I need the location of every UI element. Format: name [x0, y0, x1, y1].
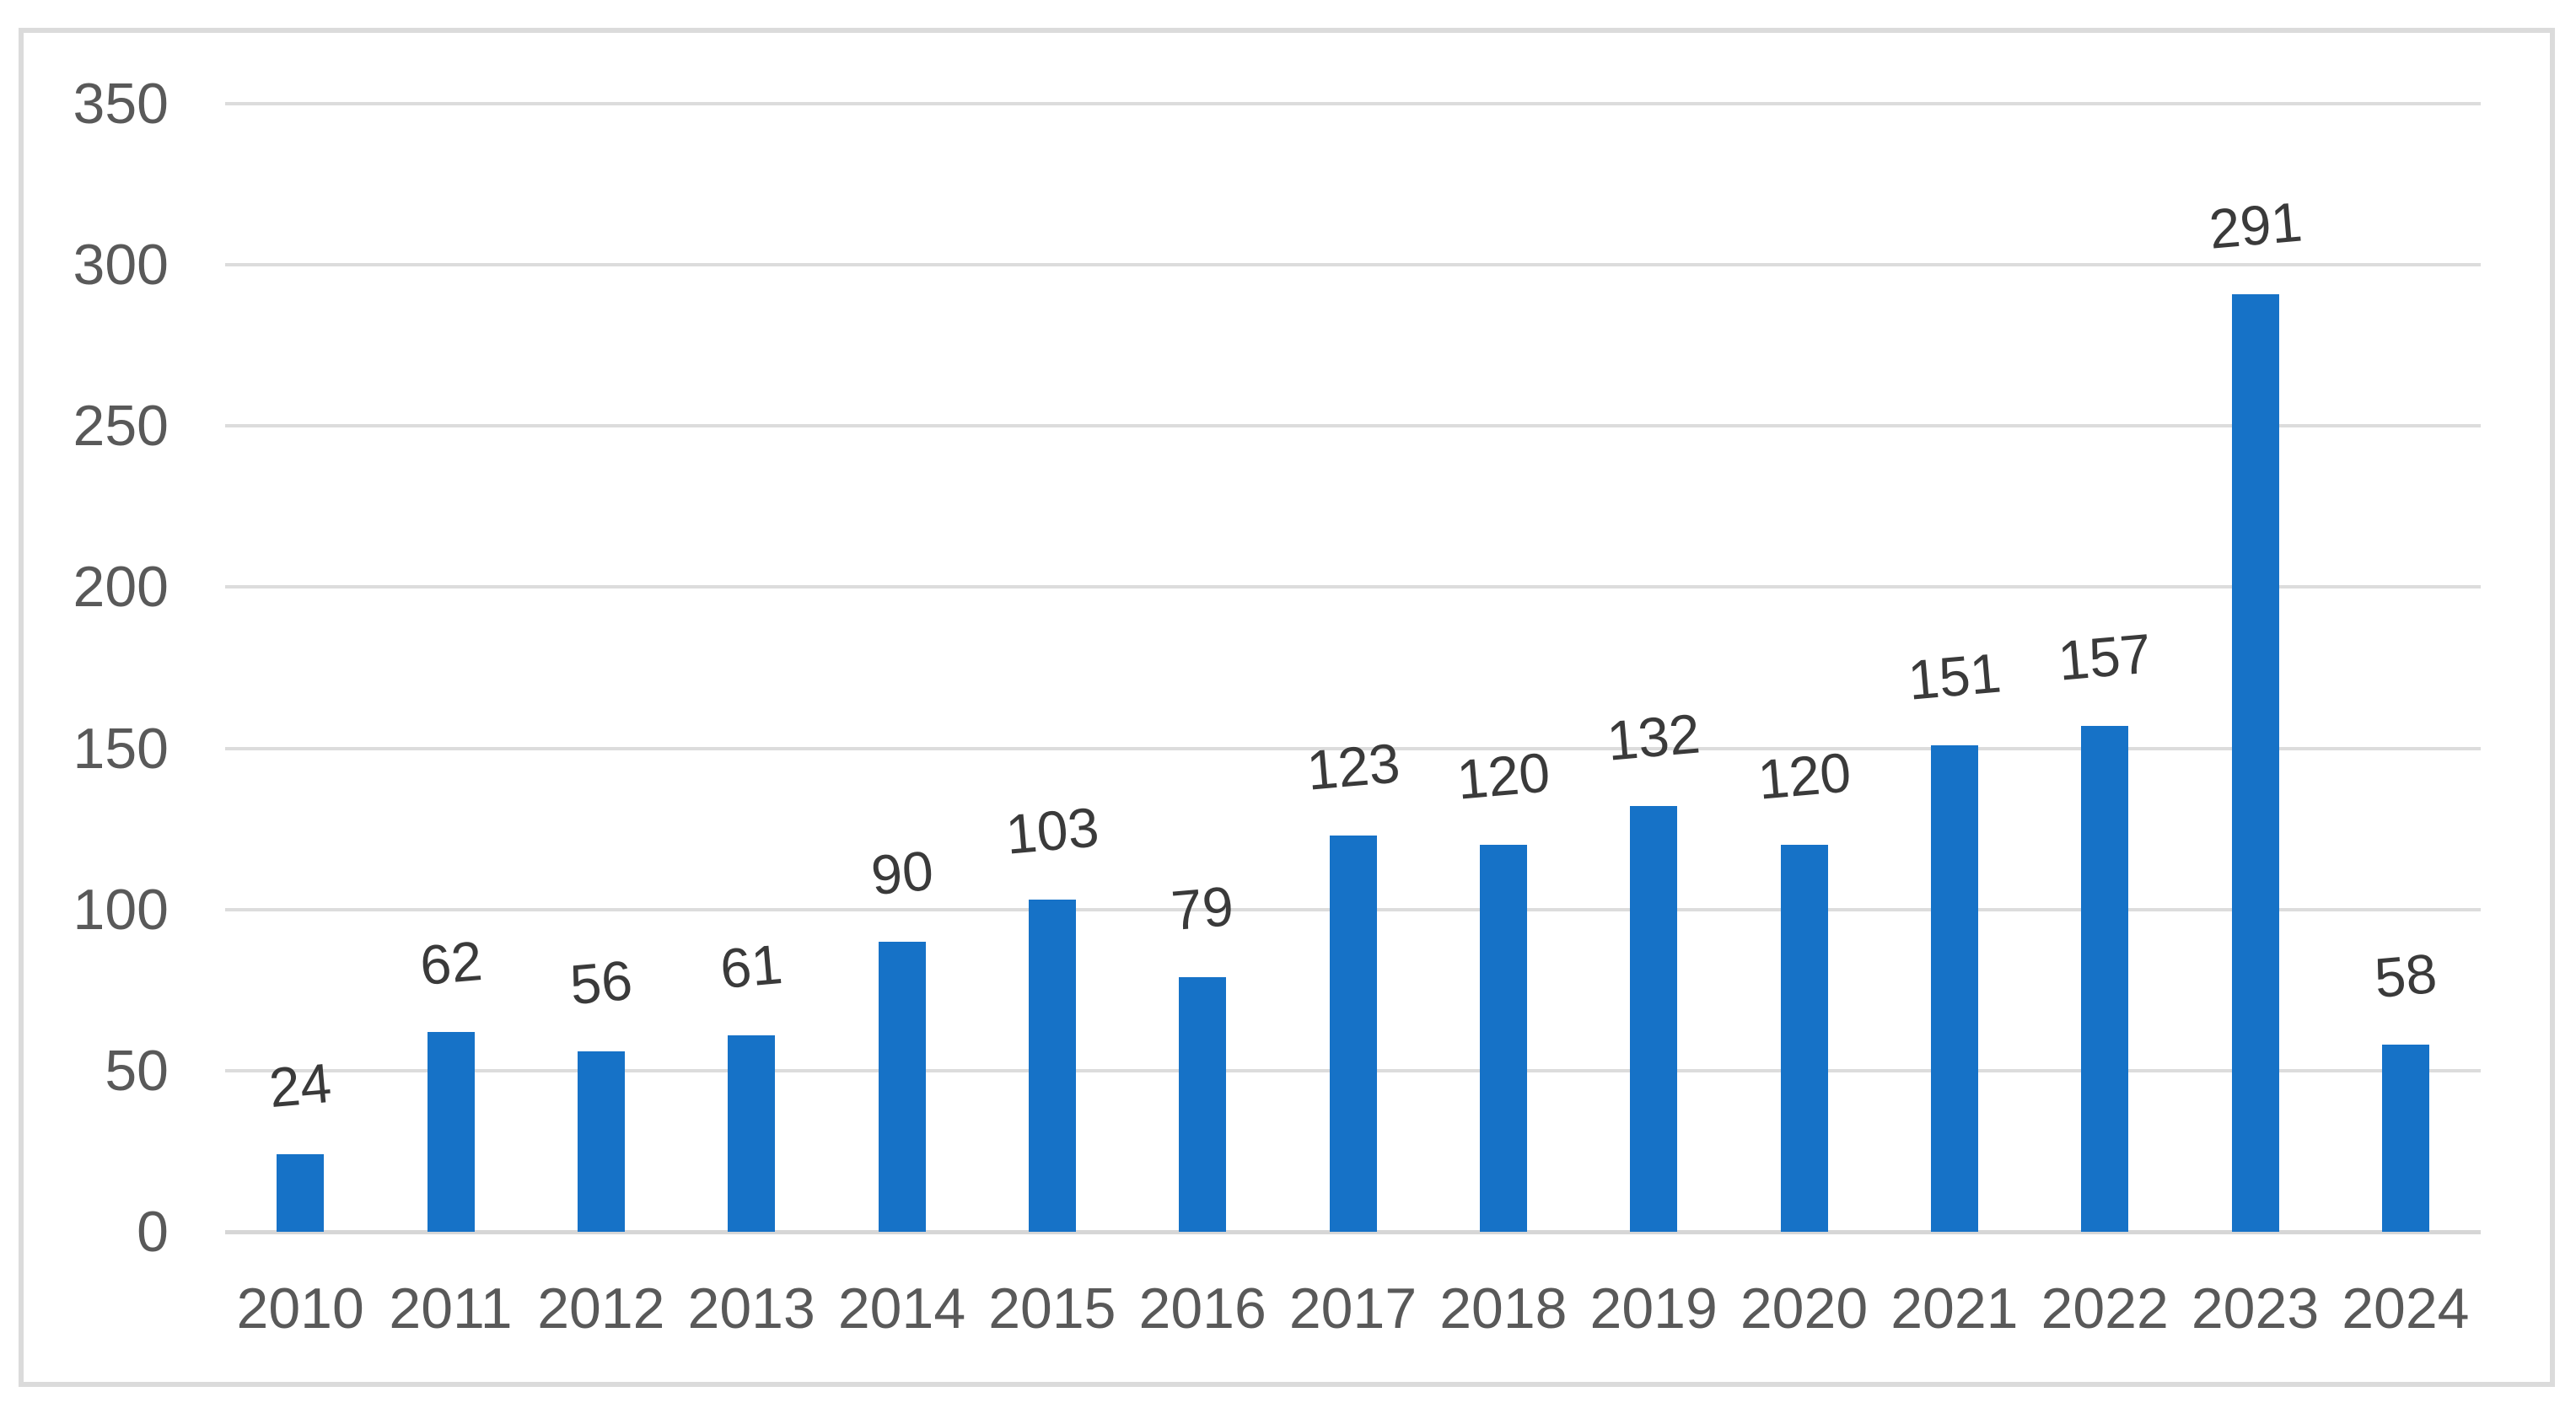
gridline: [225, 102, 2481, 105]
chart-frame: [19, 28, 2555, 1387]
bar-2012: [577, 1051, 625, 1232]
y-axis-tick-label: 50: [105, 1038, 169, 1103]
gridline: [225, 424, 2481, 428]
data-label-2016: 79: [1169, 873, 1236, 943]
x-axis-label-2015: 2015: [988, 1276, 1116, 1341]
x-axis-label-2014: 2014: [837, 1276, 966, 1341]
x-axis-label-2024: 2024: [2342, 1276, 2470, 1341]
x-axis-label-2021: 2021: [1890, 1276, 2019, 1341]
data-label-2015: 103: [1003, 795, 1101, 866]
y-axis-tick-label: 200: [73, 555, 169, 620]
x-axis-label-2016: 2016: [1138, 1276, 1266, 1341]
data-label-2022: 157: [2056, 621, 2154, 692]
bar-2023: [2231, 293, 2279, 1232]
x-axis-label-2013: 2013: [687, 1276, 815, 1341]
y-axis-tick-label: 350: [73, 72, 169, 136]
bar-2013: [728, 1035, 776, 1232]
bar-2010: [277, 1154, 325, 1232]
bar-2020: [1780, 845, 1828, 1232]
gridline: [225, 263, 2481, 267]
bar-2016: [1179, 976, 1227, 1232]
gridline: [225, 585, 2481, 589]
y-axis-tick-label: 0: [137, 1200, 169, 1264]
bar-2022: [2081, 725, 2129, 1232]
data-label-2023: 291: [2206, 189, 2304, 261]
bar-2018: [1479, 845, 1527, 1232]
y-axis-tick-label: 300: [73, 233, 169, 298]
bar-2011: [427, 1031, 475, 1232]
bar-2015: [1028, 900, 1076, 1232]
x-axis-label-2018: 2018: [1439, 1276, 1568, 1341]
x-axis-label-2017: 2017: [1288, 1276, 1417, 1341]
x-axis-label-2023: 2023: [2191, 1276, 2320, 1341]
x-axis-label-2022: 2022: [2041, 1276, 2169, 1341]
bar-2024: [2381, 1045, 2429, 1232]
gridline: [225, 746, 2481, 750]
x-axis-label-2011: 2011: [389, 1276, 513, 1341]
bar-2014: [878, 941, 926, 1232]
y-axis-tick-label: 100: [73, 877, 169, 942]
x-axis-line: [225, 1230, 2481, 1234]
y-axis-tick-label: 150: [73, 716, 169, 781]
x-axis-label-2020: 2020: [1740, 1276, 1869, 1341]
data-label-2013: 61: [718, 932, 785, 1000]
plot-area: 24 62 56 61 90 103 79 123 120 132 120 151 157 291 58: [225, 102, 2481, 1234]
bar-2019: [1630, 806, 1678, 1232]
y-axis-tick-label: 250: [73, 394, 169, 459]
bar-2021: [1930, 744, 1978, 1232]
bar-2017: [1329, 835, 1377, 1232]
x-axis-label-2010: 2010: [236, 1276, 364, 1341]
x-axis-label-2019: 2019: [1589, 1276, 1718, 1341]
x-axis-label-2012: 2012: [537, 1276, 665, 1341]
